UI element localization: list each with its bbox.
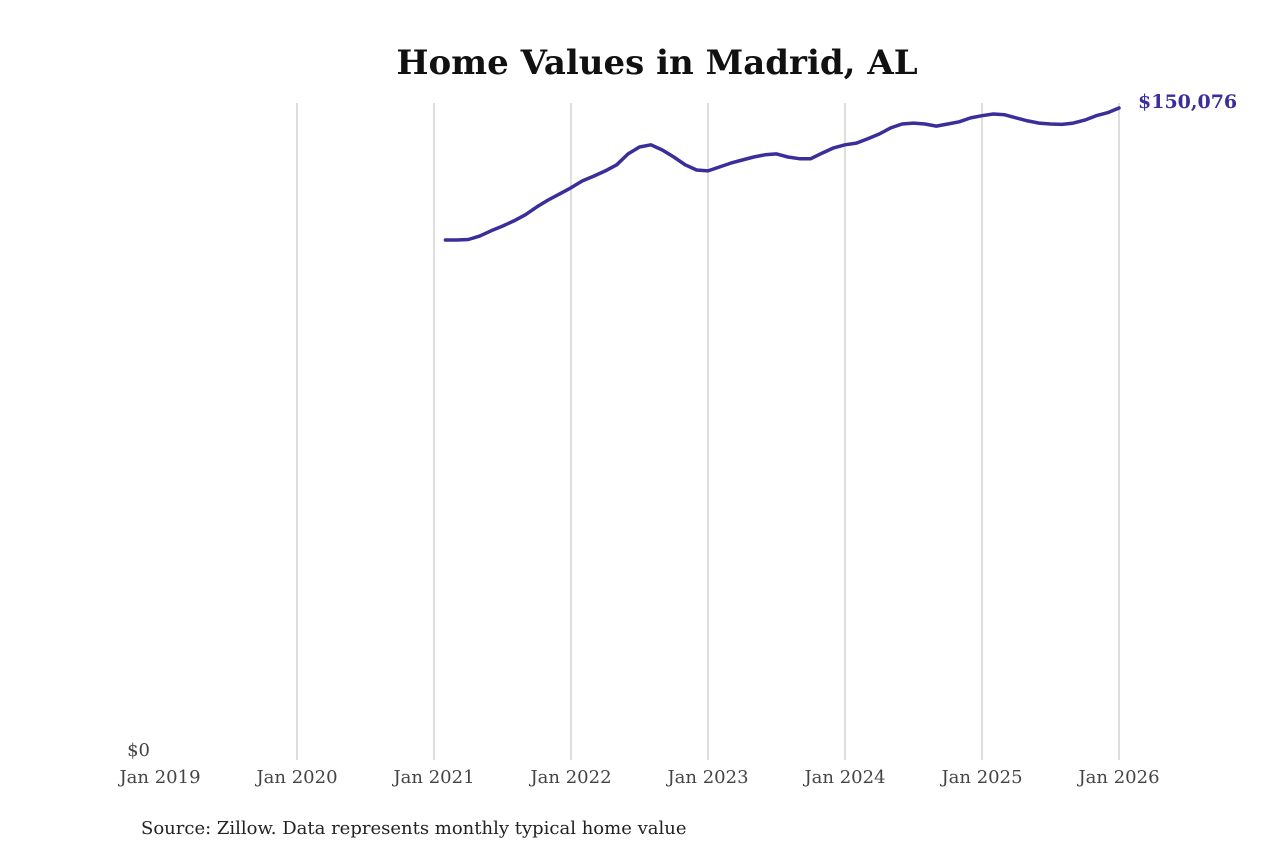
gridlines <box>296 103 1120 760</box>
x-tick-label: Jan 2021 <box>391 767 474 788</box>
x-tick-label: Jan 2019 <box>117 767 200 788</box>
x-tick-label: Jan 2025 <box>939 767 1022 788</box>
y-tick-label: $0 <box>127 740 150 761</box>
x-tick-label: Jan 2023 <box>665 767 748 788</box>
x-tick-label: Jan 2026 <box>1076 767 1159 788</box>
series-line <box>443 106 1121 242</box>
source-note: Source: Zillow. Data represents monthly … <box>141 818 687 839</box>
x-tick-label: Jan 2020 <box>254 767 337 788</box>
chart-title: Home Values in Madrid, AL <box>396 43 917 83</box>
end-value-label: $150,076 <box>1138 91 1237 113</box>
x-tick-label: Jan 2024 <box>802 767 885 788</box>
x-axis: Jan 2019 Jan 2020 Jan 2021 Jan 2022 Jan 2023… <box>117 767 1159 788</box>
x-tick-label: Jan 2022 <box>528 767 611 788</box>
